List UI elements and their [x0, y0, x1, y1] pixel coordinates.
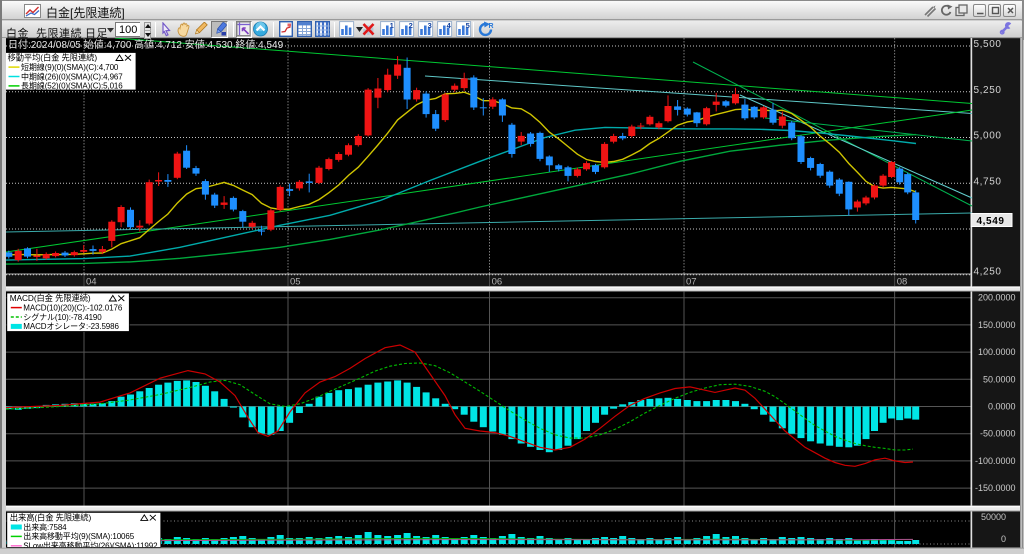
svg-text:4,250: 4,250: [974, 267, 1002, 278]
svg-text:4,750: 4,750: [974, 176, 1002, 187]
svg-text:5: 5: [465, 21, 469, 30]
svg-text:-100.0000: -100.0000: [975, 456, 1016, 466]
svg-text:50000: 50000: [981, 512, 1006, 522]
svg-text:08: 08: [897, 277, 908, 288]
svg-text:06: 06: [492, 277, 503, 288]
svg-text:0.0000: 0.0000: [988, 402, 1016, 412]
svg-text:150.0000: 150.0000: [978, 320, 1016, 330]
svg-text:07: 07: [686, 277, 697, 288]
svg-text:長期線(52)(0)(SMA)(C):5,016: 長期線(52)(0)(SMA)(C):5,016: [21, 81, 123, 91]
svg-text:4: 4: [446, 21, 451, 30]
svg-text:200.0000: 200.0000: [978, 293, 1016, 303]
svg-text:05: 05: [290, 277, 301, 288]
svg-text:5,250: 5,250: [974, 85, 1002, 96]
svg-text:5,500: 5,500: [974, 39, 1002, 50]
svg-text:0: 0: [1001, 534, 1006, 544]
svg-text:SLow出来高移動平均(26)(SMA):11992: SLow出来高移動平均(26)(SMA):11992: [23, 541, 158, 551]
svg-text:-150.0000: -150.0000: [975, 483, 1016, 493]
svg-text:出来高移動平均(9)(SMA):10065: 出来高移動平均(9)(SMA):10065: [23, 531, 134, 541]
svg-text:シグナル(10):-78.4190: シグナル(10):-78.4190: [23, 312, 102, 322]
svg-text:100.0000: 100.0000: [978, 347, 1016, 357]
svg-text:-50.0000: -50.0000: [980, 429, 1016, 439]
svg-text:4,549: 4,549: [977, 216, 1005, 227]
svg-text:3: 3: [427, 21, 431, 30]
svg-text:MACDオシレータ:-23.5986: MACDオシレータ:-23.5986: [23, 322, 119, 331]
svg-text:MACD(白金 先限連続): MACD(白金 先限連続): [10, 293, 91, 303]
svg-text:50.0000: 50.0000: [983, 374, 1016, 384]
svg-text:R: R: [488, 23, 493, 30]
svg-text:1: 1: [389, 21, 393, 30]
svg-text:2: 2: [408, 21, 412, 30]
svg-text:MACD(10)(20)(C):-102.0176: MACD(10)(20)(C):-102.0176: [23, 303, 123, 312]
svg-text:04: 04: [86, 277, 97, 288]
svg-text:日付:2024/08/05 始値:4,700 高値:4,71: 日付:2024/08/05 始値:4,700 高値:4,712 安値:4,530…: [8, 38, 284, 51]
svg-text:出来高(白金 先限連続): 出来高(白金 先限連続): [10, 512, 92, 522]
svg-text:5,000: 5,000: [974, 131, 1002, 142]
svg-text:出来高:7584: 出来高:7584: [23, 522, 67, 532]
svg-text:中期線(26)(0)(SMA)(C):4,967: 中期線(26)(0)(SMA)(C):4,967: [21, 71, 123, 81]
svg-text:短期線(9)(0)(SMA)(C):4,700: 短期線(9)(0)(SMA)(C):4,700: [21, 62, 119, 72]
svg-text:移動平均(白金 先限連続): 移動平均(白金 先限連続): [8, 53, 98, 63]
